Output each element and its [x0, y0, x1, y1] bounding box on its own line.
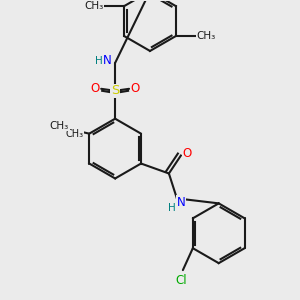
- Text: CH₃: CH₃: [50, 121, 69, 131]
- Text: O: O: [182, 147, 191, 160]
- Text: H: H: [168, 203, 176, 213]
- Text: N: N: [176, 196, 185, 209]
- Text: N: N: [103, 54, 112, 68]
- Text: CH₃: CH₃: [65, 129, 83, 139]
- Text: Cl: Cl: [175, 274, 187, 286]
- Text: CH₃: CH₃: [85, 1, 104, 11]
- Text: S: S: [111, 84, 119, 97]
- Text: O: O: [130, 82, 140, 95]
- Text: CH₃: CH₃: [196, 31, 215, 41]
- Text: O: O: [91, 82, 100, 95]
- Text: H: H: [95, 56, 103, 66]
